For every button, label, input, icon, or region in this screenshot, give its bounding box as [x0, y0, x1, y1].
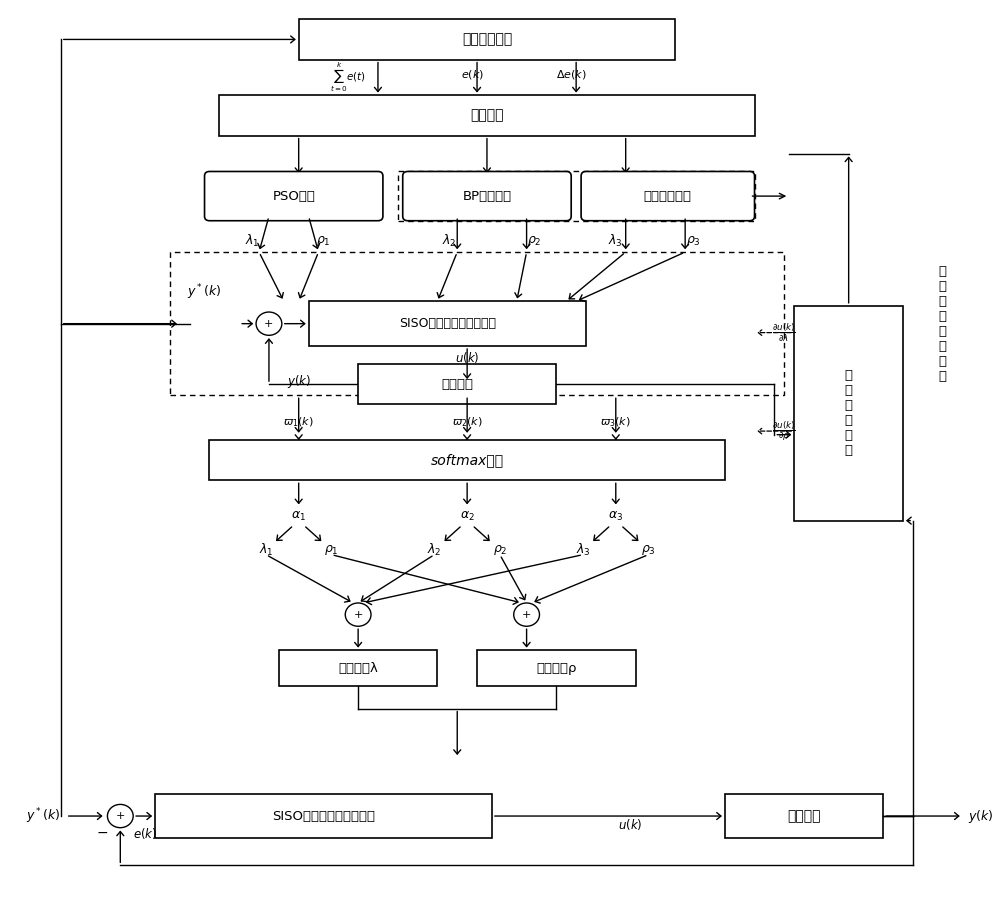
Circle shape [107, 805, 133, 828]
Bar [279, 650, 437, 686]
Text: 系统误差集合: 系统误差集合 [462, 32, 512, 47]
Text: +: + [264, 319, 274, 329]
Bar [219, 95, 755, 136]
Text: $\varpi_1(k)$: $\varpi_1(k)$ [283, 416, 314, 429]
Text: $\frac{\partial u(k)}{\partial \lambda}$: $\frac{\partial u(k)}{\partial \lambda}$ [772, 321, 796, 344]
Text: $y^*(k)$: $y^*(k)$ [187, 283, 222, 302]
Text: $y(k)$: $y(k)$ [287, 374, 311, 391]
Text: $u(k)$: $u(k)$ [618, 817, 643, 832]
Text: 被控对象: 被控对象 [441, 377, 473, 391]
Bar [477, 650, 636, 686]
Text: 循环神经网络: 循环神经网络 [644, 189, 692, 203]
Text: $\rho_2$: $\rho_2$ [493, 543, 507, 557]
Text: $\rho_1$: $\rho_1$ [316, 234, 331, 249]
Text: $\varpi_3(k)$: $\varpi_3(k)$ [600, 416, 631, 429]
Bar [309, 302, 586, 346]
Text: +: + [353, 610, 363, 620]
Text: $\lambda_3$: $\lambda_3$ [576, 542, 590, 559]
Bar [299, 19, 675, 59]
Bar [794, 305, 903, 521]
Text: $\rho_1$: $\rho_1$ [324, 543, 339, 557]
Text: BP神经网络: BP神经网络 [462, 189, 512, 203]
Text: $\Delta e(k)$: $\Delta e(k)$ [556, 68, 587, 82]
Text: $\varpi_2(k)$: $\varpi_2(k)$ [452, 416, 483, 429]
Text: $\rho_3$: $\rho_3$ [641, 543, 656, 557]
Text: SISO紧格式无模型控制器: SISO紧格式无模型控制器 [272, 809, 375, 823]
Bar [358, 364, 556, 404]
Text: $\rho_3$: $\rho_3$ [686, 234, 700, 249]
Text: $e(k)$: $e(k)$ [133, 826, 157, 841]
Text: softmax函数: softmax函数 [431, 453, 504, 467]
Text: 被控对象: 被控对象 [787, 809, 821, 823]
Text: $\frac{\partial u(k)}{\partial \rho}$: $\frac{\partial u(k)}{\partial \rho}$ [772, 419, 796, 443]
Circle shape [514, 603, 539, 626]
Text: 输入集合: 输入集合 [470, 109, 504, 122]
Text: 梯
度
信
息
集
合: 梯 度 信 息 集 合 [845, 369, 853, 457]
Text: 整定参数λ: 整定参数λ [338, 662, 378, 674]
Text: $\sum_{t=0}^{k}e(t)$: $\sum_{t=0}^{k}e(t)$ [330, 61, 366, 94]
Bar [209, 440, 725, 480]
Text: $\lambda_1$: $\lambda_1$ [245, 233, 259, 250]
FancyBboxPatch shape [581, 172, 755, 221]
Text: $u(k)$: $u(k)$ [455, 350, 479, 365]
Bar [170, 252, 784, 395]
Text: $\alpha_2$: $\alpha_2$ [460, 509, 475, 523]
Text: $-$: $-$ [96, 825, 109, 839]
Text: +: + [522, 610, 531, 620]
FancyBboxPatch shape [205, 172, 383, 221]
FancyBboxPatch shape [403, 172, 571, 221]
Circle shape [256, 312, 282, 335]
Bar [398, 172, 755, 221]
Bar [155, 794, 492, 839]
Bar [725, 794, 883, 839]
Text: $\rho_2$: $\rho_2$ [527, 234, 542, 249]
Text: $\lambda_1$: $\lambda_1$ [259, 542, 273, 559]
Text: $y^*(k)$: $y^*(k)$ [26, 806, 61, 826]
Text: SISO紧格式无模型控制器: SISO紧格式无模型控制器 [399, 317, 496, 330]
Text: $\lambda_2$: $\lambda_2$ [427, 542, 442, 559]
Text: $\alpha_1$: $\alpha_1$ [291, 509, 306, 523]
Text: 神
经
网
络
反
向
传
播: 神 经 网 络 反 向 传 播 [939, 265, 947, 383]
Text: $\lambda_3$: $\lambda_3$ [608, 233, 623, 250]
Text: +: + [116, 811, 125, 821]
Text: 整定参数ρ: 整定参数ρ [536, 662, 577, 674]
Text: $\lambda_2$: $\lambda_2$ [442, 233, 457, 250]
Text: PSO算法: PSO算法 [272, 189, 315, 203]
Circle shape [345, 603, 371, 626]
Text: $e(k)$: $e(k)$ [461, 68, 484, 82]
Text: $y(k)$: $y(k)$ [968, 807, 993, 824]
Text: $\alpha_3$: $\alpha_3$ [608, 509, 623, 523]
